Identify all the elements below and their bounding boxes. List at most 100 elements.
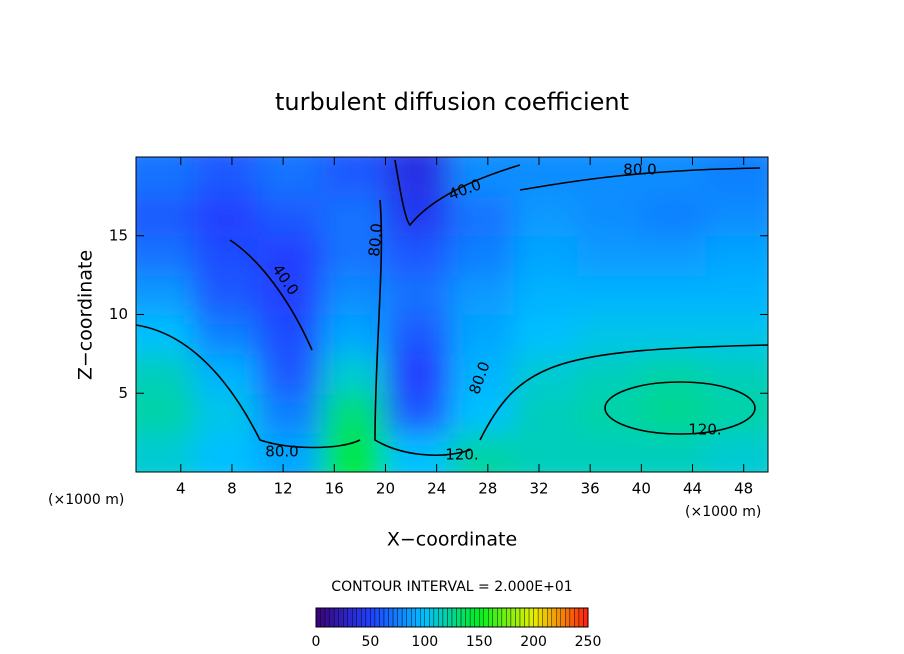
contour-label: 120. [445,446,478,464]
contour-label: 120. [688,421,721,439]
heat-cell [705,196,768,237]
contours [136,159,768,456]
heat-cell [513,157,578,197]
heat-cell [193,157,259,197]
colorbar-swatch [469,607,475,628]
heat-cell [577,196,642,237]
heat-cell [577,314,642,355]
colorbar-swatch [420,607,425,628]
colorbar-swatch [519,607,525,628]
chart-title: turbulent diffusion coefficient [275,88,629,116]
colorbar-swatch [429,607,435,628]
heat-cell [385,393,450,434]
heat-cell [193,196,259,237]
contour-line [394,159,521,227]
y-axis-label: Z−coordinate [75,250,97,380]
heat-cell [257,235,323,276]
heat-cell [385,275,450,315]
heat-cell [705,353,768,394]
heat-cell [641,235,706,276]
colorbar-swatch [365,607,371,628]
colorbar-swatch [574,607,580,628]
colorbar-swatch [433,607,439,628]
heat-cell [385,314,450,355]
colorbar-swatch [379,607,385,628]
colorbar-swatch [406,607,412,628]
contour-line [519,167,761,191]
colorbar-swatch [392,607,398,628]
colorbar-swatch [352,607,357,628]
colorbar-swatch [488,607,493,628]
heat-cell [257,314,323,355]
heat-cell [136,196,195,237]
colorbar-swatch [474,607,480,628]
heat-cell [257,157,323,197]
heat-cell [193,393,259,434]
heat-cell [577,275,642,315]
colorbar-swatch [320,607,326,628]
heat-cell [513,314,578,355]
colorbar-swatch [556,607,561,628]
colorbar-swatch [569,607,575,628]
colorbar-swatch [338,607,344,628]
heat-cell [321,353,386,394]
x-axis-label: X−coordinate [387,529,517,551]
colorbar-swatch [542,607,548,628]
x-tick-label: 16 [325,480,344,498]
heat-cell [136,275,195,315]
heat-cell [136,235,195,276]
x-tick-label: 4 [176,480,186,498]
heat-cell [449,275,514,315]
colorbar-tick-label: 100 [411,634,438,650]
heat-cell [705,157,768,197]
heat-cell [513,275,578,315]
heat-cell [449,314,514,355]
heat-cell [321,314,386,355]
x-tick-label: 24 [427,480,446,498]
colorbar-swatch [447,607,453,628]
heat-cell [385,353,450,394]
x-tick-label: 28 [478,480,497,498]
heat-cell [449,353,514,394]
x-tick-label: 20 [376,480,395,498]
colorbar-tick-label: 0 [312,634,321,650]
x-tick-label: 12 [274,480,293,498]
colorbar-swatch [401,607,407,628]
heat-cell [513,432,578,472]
heat-cell [449,393,514,434]
heat-cell [577,393,642,434]
heat-cell [449,196,514,237]
heat-cell [513,353,578,394]
y-tick-label: 5 [118,384,128,402]
x-unit-label: (×1000 m) [685,504,761,520]
heat-cell [136,393,195,434]
contour-line [136,324,361,449]
colorbar-swatch [370,607,376,628]
y-tick-label: 10 [109,305,128,323]
colorbar-swatch [497,607,503,628]
heat-cell [257,196,323,237]
field [136,157,768,472]
heat-cell [385,432,450,472]
colorbar-swatch [510,607,516,628]
heat-cell [193,235,259,276]
heat-cell [385,235,450,276]
heat-cell [641,393,706,434]
heat-cell [513,393,578,434]
heat-cell [257,353,323,394]
colorbar-swatch [315,607,321,628]
heat-cell [449,157,514,197]
colorbar-swatch [560,607,566,628]
heat-cell [321,275,386,315]
colorbar-swatch [479,607,484,628]
colorbar-swatch [324,607,330,628]
colorbar-swatch [492,607,498,628]
contour-line [229,239,313,351]
heat-cell [136,157,195,197]
colorbar-swatch [483,607,489,628]
contour-label: 80.0 [365,223,386,258]
colorbar-swatch [424,607,430,628]
colorbar-swatch [547,607,552,628]
x-tick-label: 32 [529,480,548,498]
heat-cell [513,235,578,276]
